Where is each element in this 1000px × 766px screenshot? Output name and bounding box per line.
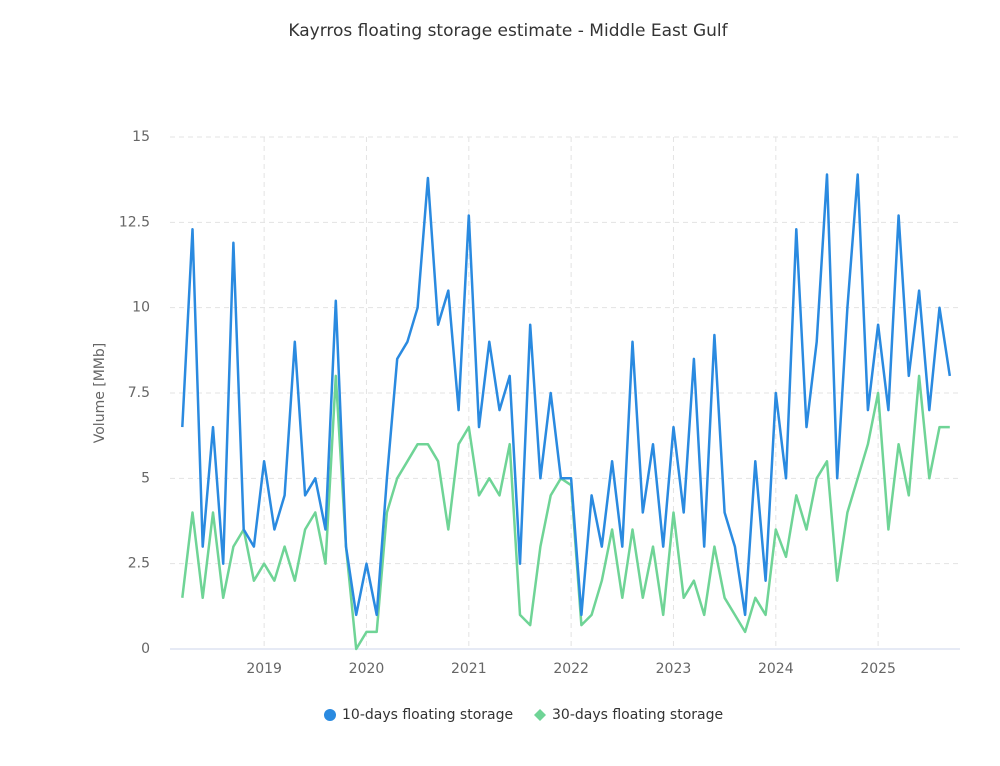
legend-label: 10-days floating storage	[342, 707, 513, 723]
x-tick-label: 2019	[246, 661, 282, 677]
chart-title: Kayrros floating storage estimate - Midd…	[288, 21, 728, 41]
data-line	[181, 374, 950, 651]
x-tick-label: 2022	[553, 661, 589, 677]
x-tick-label: 2020	[349, 661, 385, 677]
y-tick-label: 2.5	[128, 556, 150, 572]
x-tick-label: 2024	[758, 661, 794, 677]
y-axis-label: Volume [MMb]	[92, 343, 108, 444]
legend-label: 30-days floating storage	[552, 707, 723, 723]
legend-marker	[324, 709, 336, 721]
y-tick-label: 12.5	[119, 214, 150, 230]
y-tick-label: 0	[141, 641, 150, 657]
x-tick-label: 2021	[451, 661, 487, 677]
x-tick-label: 2023	[656, 661, 692, 677]
legend-marker	[534, 709, 546, 721]
y-tick-label: 15	[132, 129, 150, 145]
data-line	[181, 173, 952, 617]
y-tick-label: 5	[141, 470, 150, 486]
y-tick-label: 10	[132, 300, 150, 316]
y-tick-label: 7.5	[128, 385, 150, 401]
x-tick-label: 2025	[860, 661, 896, 677]
